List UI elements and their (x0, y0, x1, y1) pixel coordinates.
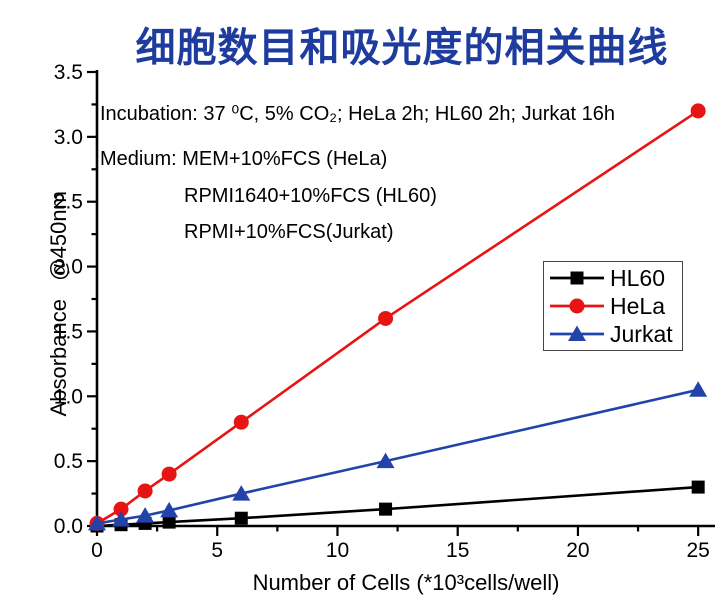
marker-jurkat (112, 511, 131, 527)
marker-jurkat (689, 381, 708, 397)
legend-item-hela: HeLa (548, 293, 678, 319)
marker-hela (113, 501, 129, 517)
marker-hl60 (379, 502, 393, 516)
legend-marker-square (570, 271, 584, 285)
y-axis-label-text: Absorbance @450nm (46, 191, 71, 417)
x-axis-label: Number of Cells (*10³cells/well) (252, 570, 560, 595)
y-axis-tick-label: 1.5 (54, 320, 83, 343)
legend-label: HL60 (610, 265, 665, 291)
series-line-jurkat (96, 388, 699, 525)
marker-hela (378, 310, 394, 326)
marker-hl60 (162, 515, 176, 529)
marker-jurkat (232, 485, 251, 501)
annotation-medium-hela: Medium: MEM+10%FCS (HeLa) (100, 148, 388, 170)
annotation-medium-jurkat: RPMI+10%FCS(Jurkat) (184, 221, 394, 243)
legend-label: Jurkat (610, 321, 673, 347)
annotation-medium-hl60: RPMI1640+10%FCS (HL60) (184, 185, 437, 207)
y-axis-tick-label: 0.0 (54, 515, 83, 538)
y-axis-tick-label: 0.5 (54, 450, 83, 473)
marker-hl60 (691, 480, 705, 494)
marker-jurkat (88, 514, 106, 531)
marker-hela (161, 466, 177, 482)
legend-item-jurkat: Jurkat (548, 321, 678, 347)
x-axis-tick-label: 25 (686, 539, 709, 562)
y-axis-tick-label: 2.5 (54, 191, 83, 214)
marker-hl60 (234, 511, 248, 525)
legend-swatch-circle (550, 298, 604, 314)
annotation-incubation: Incubation: 37 ⁰C, 5% CO₂; HeLa 2h; HL60… (100, 103, 615, 125)
y-axis-tick-label: 3.0 (54, 126, 83, 149)
x-axis-tick-label: 15 (446, 539, 469, 562)
legend-swatch-square (550, 271, 604, 285)
x-axis-tick-label: 0 (91, 539, 103, 562)
legend-marker-triangle (568, 325, 586, 341)
y-axis-tick-label: 1.0 (54, 385, 83, 408)
marker-jurkat (376, 452, 395, 469)
marker-jurkat (136, 507, 155, 523)
chart-title: 细胞数目和吸光度的相关曲线 (135, 25, 669, 70)
marker-hela (137, 483, 153, 499)
legend-marker-circle (569, 298, 585, 314)
legend-label: HeLa (610, 293, 665, 319)
x-axis-tick-label: 5 (211, 539, 223, 562)
marker-hela (233, 414, 249, 430)
legend-item-hl60: HL60 (548, 265, 678, 291)
legend-box: HL60 HeLa Jurkat (543, 261, 683, 351)
x-axis-tick-label: 10 (326, 539, 349, 562)
legend-swatch-triangle (550, 325, 604, 341)
y-axis-tick-label: 2.0 (54, 256, 83, 279)
x-axis-tick-label: 20 (566, 539, 589, 562)
marker-jurkat (160, 501, 179, 518)
y-axis-tick-label: 3.5 (54, 61, 83, 84)
marker-hela (690, 103, 706, 119)
